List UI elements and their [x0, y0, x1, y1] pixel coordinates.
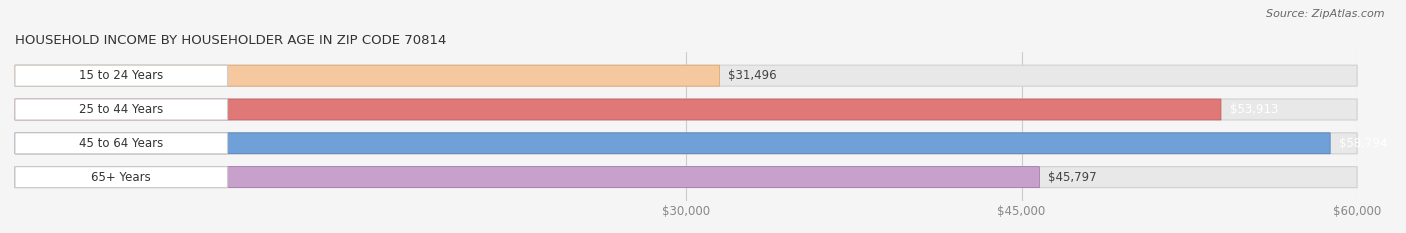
- FancyBboxPatch shape: [15, 65, 720, 86]
- Text: $58,794: $58,794: [1339, 137, 1388, 150]
- FancyBboxPatch shape: [15, 133, 228, 154]
- FancyBboxPatch shape: [15, 65, 1357, 86]
- FancyBboxPatch shape: [15, 65, 228, 86]
- Text: 45 to 64 Years: 45 to 64 Years: [79, 137, 163, 150]
- Text: $31,496: $31,496: [728, 69, 778, 82]
- Text: Source: ZipAtlas.com: Source: ZipAtlas.com: [1267, 9, 1385, 19]
- FancyBboxPatch shape: [15, 167, 1039, 188]
- FancyBboxPatch shape: [15, 133, 1357, 154]
- FancyBboxPatch shape: [15, 99, 228, 120]
- FancyBboxPatch shape: [15, 167, 1357, 188]
- Text: $53,913: $53,913: [1230, 103, 1278, 116]
- FancyBboxPatch shape: [15, 167, 228, 188]
- Text: 65+ Years: 65+ Years: [91, 171, 150, 184]
- FancyBboxPatch shape: [15, 99, 1357, 120]
- Text: HOUSEHOLD INCOME BY HOUSEHOLDER AGE IN ZIP CODE 70814: HOUSEHOLD INCOME BY HOUSEHOLDER AGE IN Z…: [15, 34, 446, 47]
- FancyBboxPatch shape: [15, 99, 1220, 120]
- Text: 15 to 24 Years: 15 to 24 Years: [79, 69, 163, 82]
- Text: $45,797: $45,797: [1049, 171, 1097, 184]
- FancyBboxPatch shape: [15, 133, 1330, 154]
- Text: 25 to 44 Years: 25 to 44 Years: [79, 103, 163, 116]
